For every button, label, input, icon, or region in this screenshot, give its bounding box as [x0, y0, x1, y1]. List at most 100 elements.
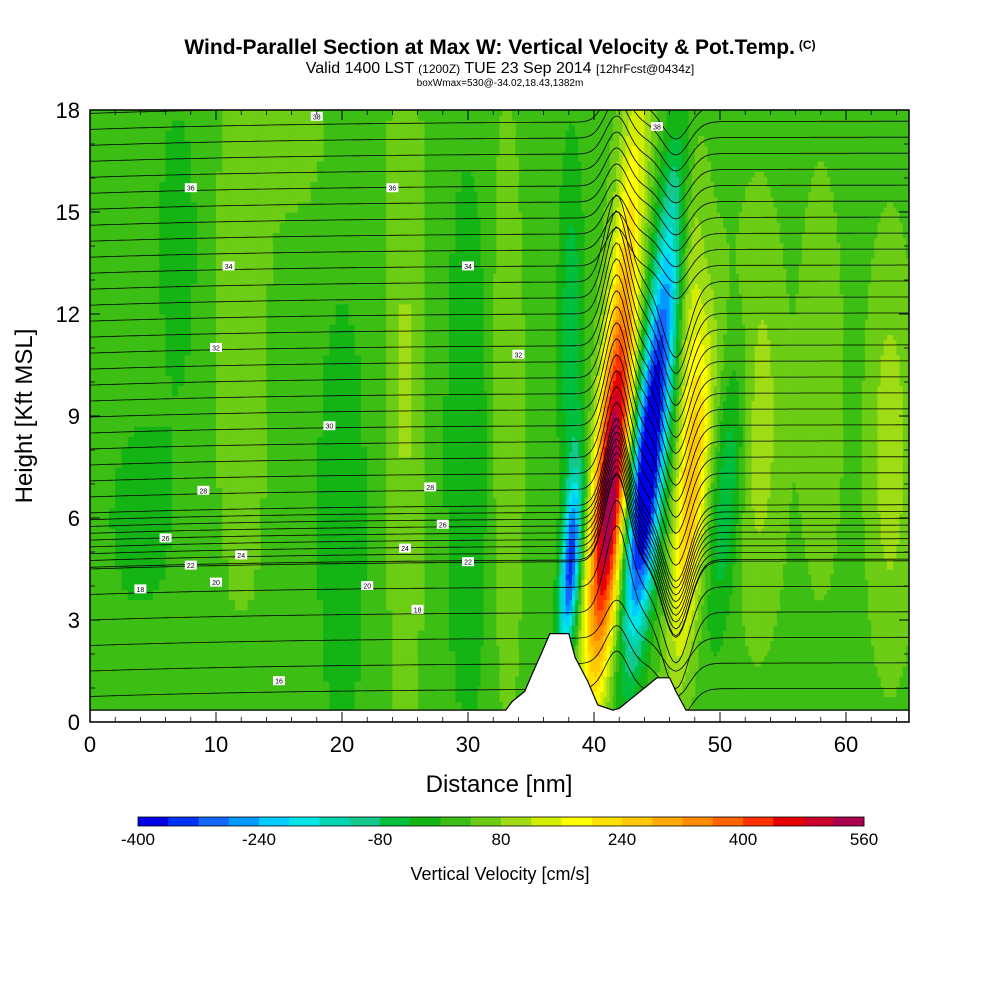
velocity-cell — [468, 461, 472, 468]
velocity-cell — [546, 625, 551, 631]
velocity-cell — [553, 140, 557, 147]
velocity-cell — [486, 507, 491, 514]
velocity-cell — [562, 370, 567, 376]
velocity-cell — [496, 482, 501, 488]
velocity-cell — [483, 359, 488, 366]
velocity-cell — [562, 212, 567, 218]
velocity-cell — [496, 349, 501, 356]
velocity-cell — [468, 370, 472, 376]
velocity-cell — [622, 191, 627, 198]
velocity-cell — [616, 599, 620, 606]
velocity-cell — [587, 268, 592, 274]
velocity-cell — [505, 609, 510, 616]
velocity-cell — [553, 130, 557, 137]
velocity-cell — [556, 477, 560, 483]
velocity-cell — [575, 569, 579, 575]
velocity-cell — [549, 528, 554, 534]
velocity-cell — [565, 538, 570, 545]
velocity-cell — [468, 283, 472, 290]
velocity-cell — [565, 186, 570, 193]
velocity-cell — [502, 110, 507, 116]
velocity-cell — [562, 380, 567, 386]
velocity-cell — [587, 349, 592, 356]
velocity-cell — [584, 293, 589, 300]
velocity-cell — [486, 334, 491, 341]
velocity-cell — [508, 329, 513, 335]
velocity-cell — [606, 329, 611, 335]
velocity-cell — [515, 370, 519, 376]
velocity-cell — [609, 283, 614, 290]
velocity-cell — [480, 380, 485, 386]
velocity-cell — [625, 492, 630, 499]
velocity-cell — [578, 385, 582, 392]
velocity-cell — [622, 676, 627, 682]
velocity-cell — [471, 676, 475, 682]
velocity-cell — [616, 553, 620, 560]
velocity-cell — [587, 263, 592, 269]
velocity-cell — [619, 482, 623, 488]
velocity-cell — [565, 161, 570, 167]
velocity-cell — [584, 635, 589, 641]
velocity-cell — [612, 405, 617, 412]
velocity-cell — [515, 390, 519, 397]
velocity-cell — [474, 237, 479, 244]
velocity-cell — [477, 523, 482, 529]
velocity-cell — [512, 140, 516, 147]
velocity-cell — [468, 574, 472, 580]
velocity-cell — [603, 375, 608, 381]
velocity-cell — [600, 283, 605, 290]
velocity-cell — [521, 359, 526, 366]
velocity-cell — [619, 691, 623, 698]
velocity-cell — [565, 477, 570, 483]
velocity-cell — [584, 655, 589, 662]
velocity-cell — [483, 288, 488, 295]
velocity-cell — [559, 538, 564, 545]
velocity-cell — [594, 395, 598, 402]
velocity-cell — [474, 278, 479, 284]
velocity-cell — [584, 222, 589, 228]
velocity-cell — [594, 553, 598, 560]
velocity-cell — [584, 416, 589, 422]
velocity-cell — [616, 232, 620, 239]
velocity-cell — [483, 370, 488, 376]
velocity-cell — [515, 196, 519, 203]
velocity-cell — [502, 584, 507, 590]
velocity-cell — [483, 314, 488, 320]
velocity-cell — [505, 563, 510, 570]
velocity-cell — [581, 497, 586, 504]
velocity-cell — [546, 293, 551, 300]
velocity-cell — [553, 237, 557, 244]
velocity-cell — [609, 681, 614, 687]
velocity-cell — [502, 186, 507, 193]
velocity-cell — [512, 365, 516, 371]
velocity-cell — [603, 660, 608, 667]
velocity-cell — [496, 574, 501, 580]
velocity-cell — [553, 467, 557, 473]
velocity-cell — [496, 635, 501, 641]
velocity-cell — [616, 614, 620, 621]
velocity-cell — [581, 625, 586, 631]
velocity-cell — [553, 416, 557, 422]
velocity-cell — [631, 614, 636, 621]
velocity-cell — [468, 446, 472, 453]
velocity-cell — [505, 584, 510, 590]
velocity-cell — [571, 237, 576, 244]
velocity-cell — [508, 252, 513, 259]
velocity-cell — [600, 441, 605, 448]
velocity-cell — [571, 329, 576, 335]
velocity-cell — [549, 278, 554, 284]
velocity-cell — [496, 543, 501, 550]
velocity-cell — [468, 293, 472, 300]
velocity-cell — [612, 201, 617, 208]
velocity-cell — [477, 237, 482, 244]
velocity-cell — [549, 161, 554, 167]
velocity-cell — [499, 446, 504, 453]
velocity-cell — [619, 426, 623, 432]
velocity-cell — [499, 344, 504, 351]
velocity-cell — [594, 426, 598, 432]
velocity-cell — [515, 625, 519, 631]
velocity-cell — [568, 604, 573, 611]
velocity-cell — [496, 579, 501, 585]
velocity-cell — [594, 385, 598, 392]
velocity-cell — [502, 655, 507, 662]
